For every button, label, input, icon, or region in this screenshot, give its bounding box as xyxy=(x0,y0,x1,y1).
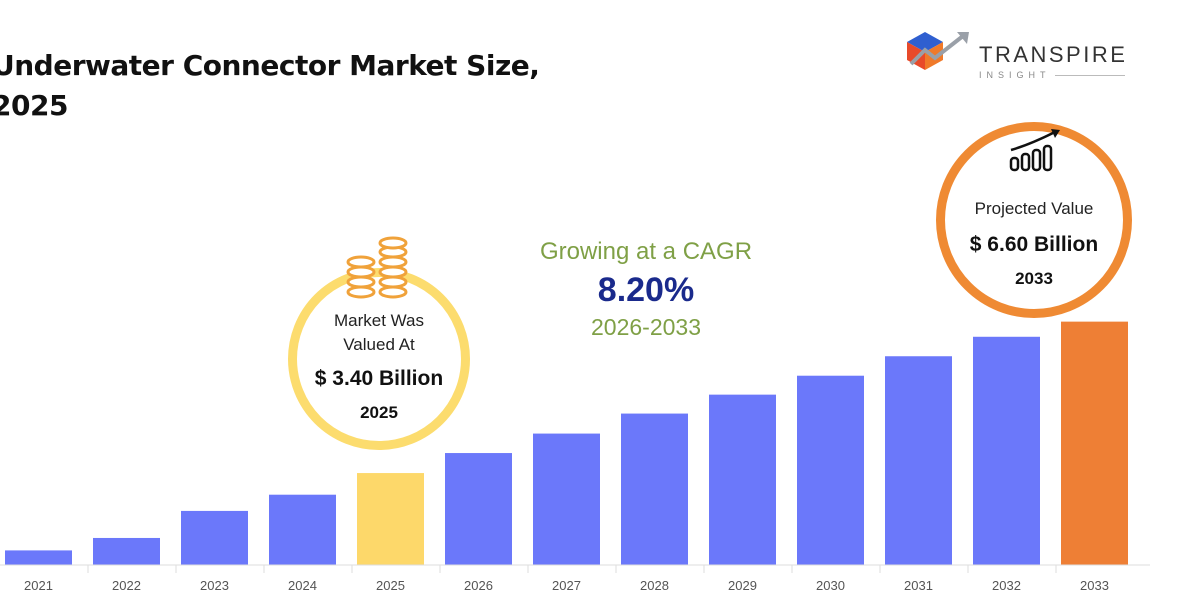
x-tick-label-2023: 2023 xyxy=(200,578,229,593)
brand-logo: TRANSPIRE INSIGHT xyxy=(905,28,1135,88)
bar-2028 xyxy=(621,413,688,565)
bubble-2033-amount: $ 6.60 Billion xyxy=(969,233,1099,256)
x-tick-label-2026: 2026 xyxy=(464,578,493,593)
bubble-2025-line1: Market Was xyxy=(333,311,425,330)
bar-growth-icon xyxy=(1009,129,1060,172)
bubble-2025-line2: Valued At xyxy=(343,335,415,354)
bar-2024 xyxy=(269,494,336,565)
chart-tick-labels: 2021 2022 2023 2024 2025 2026 2027 2028 2029 2030… xyxy=(24,578,1109,593)
x-tick-label-2032: 2032 xyxy=(992,578,1021,593)
x-tick-label-2028: 2028 xyxy=(640,578,669,593)
bubble-2033-year: 2033 xyxy=(1015,269,1053,288)
cagr-callout: Growing at a CAGR 8.20% 2026-2033 xyxy=(500,236,792,342)
cagr-label: Growing at a CAGR xyxy=(539,238,753,265)
bar-2032 xyxy=(973,336,1040,565)
bar-2029 xyxy=(709,394,776,565)
bar-2025 xyxy=(357,473,424,565)
chart-tick-marks xyxy=(0,564,1150,573)
logo-divider xyxy=(1055,75,1125,76)
x-tick-label-2025: 2025 xyxy=(376,578,405,593)
x-tick-label-2022: 2022 xyxy=(112,578,141,593)
page-title: Underwater Connector Market Size, 2025 xyxy=(0,49,540,122)
bubble-2025-year: 2025 xyxy=(360,403,398,422)
coin-stack-icon xyxy=(346,236,408,299)
logo-tagline: INSIGHT xyxy=(979,70,1051,80)
x-tick-label-2031: 2031 xyxy=(904,578,933,593)
chart-bars xyxy=(5,321,1128,565)
market-value-2025-bubble: Market Was Valued At $ 3.40 Billion 2025 xyxy=(288,268,470,450)
bar-2021 xyxy=(5,550,72,565)
x-tick-label-2030: 2030 xyxy=(816,578,845,593)
cagr-period: 2026-2033 xyxy=(591,314,701,340)
bar-2026 xyxy=(445,453,512,565)
x-tick-label-2033: 2033 xyxy=(1080,578,1109,593)
logo-name: TRANSPIRE xyxy=(979,42,1128,67)
bar-2027 xyxy=(533,433,600,565)
transpire-logo-icon xyxy=(907,32,969,70)
bar-2031 xyxy=(885,356,952,565)
bar-2033 xyxy=(1061,321,1128,565)
x-tick-label-2021: 2021 xyxy=(24,578,53,593)
x-tick-label-2024: 2024 xyxy=(288,578,317,593)
bar-2022 xyxy=(93,537,160,565)
bubble-2033-line1: Projected Value xyxy=(974,199,1094,218)
x-tick-label-2029: 2029 xyxy=(728,578,757,593)
bar-2030 xyxy=(797,375,864,565)
bar-2023 xyxy=(181,510,248,565)
cagr-value: 8.20% xyxy=(597,271,695,309)
x-tick-label-2027: 2027 xyxy=(552,578,581,593)
bubble-2025-amount: $ 3.40 Billion xyxy=(314,367,444,390)
